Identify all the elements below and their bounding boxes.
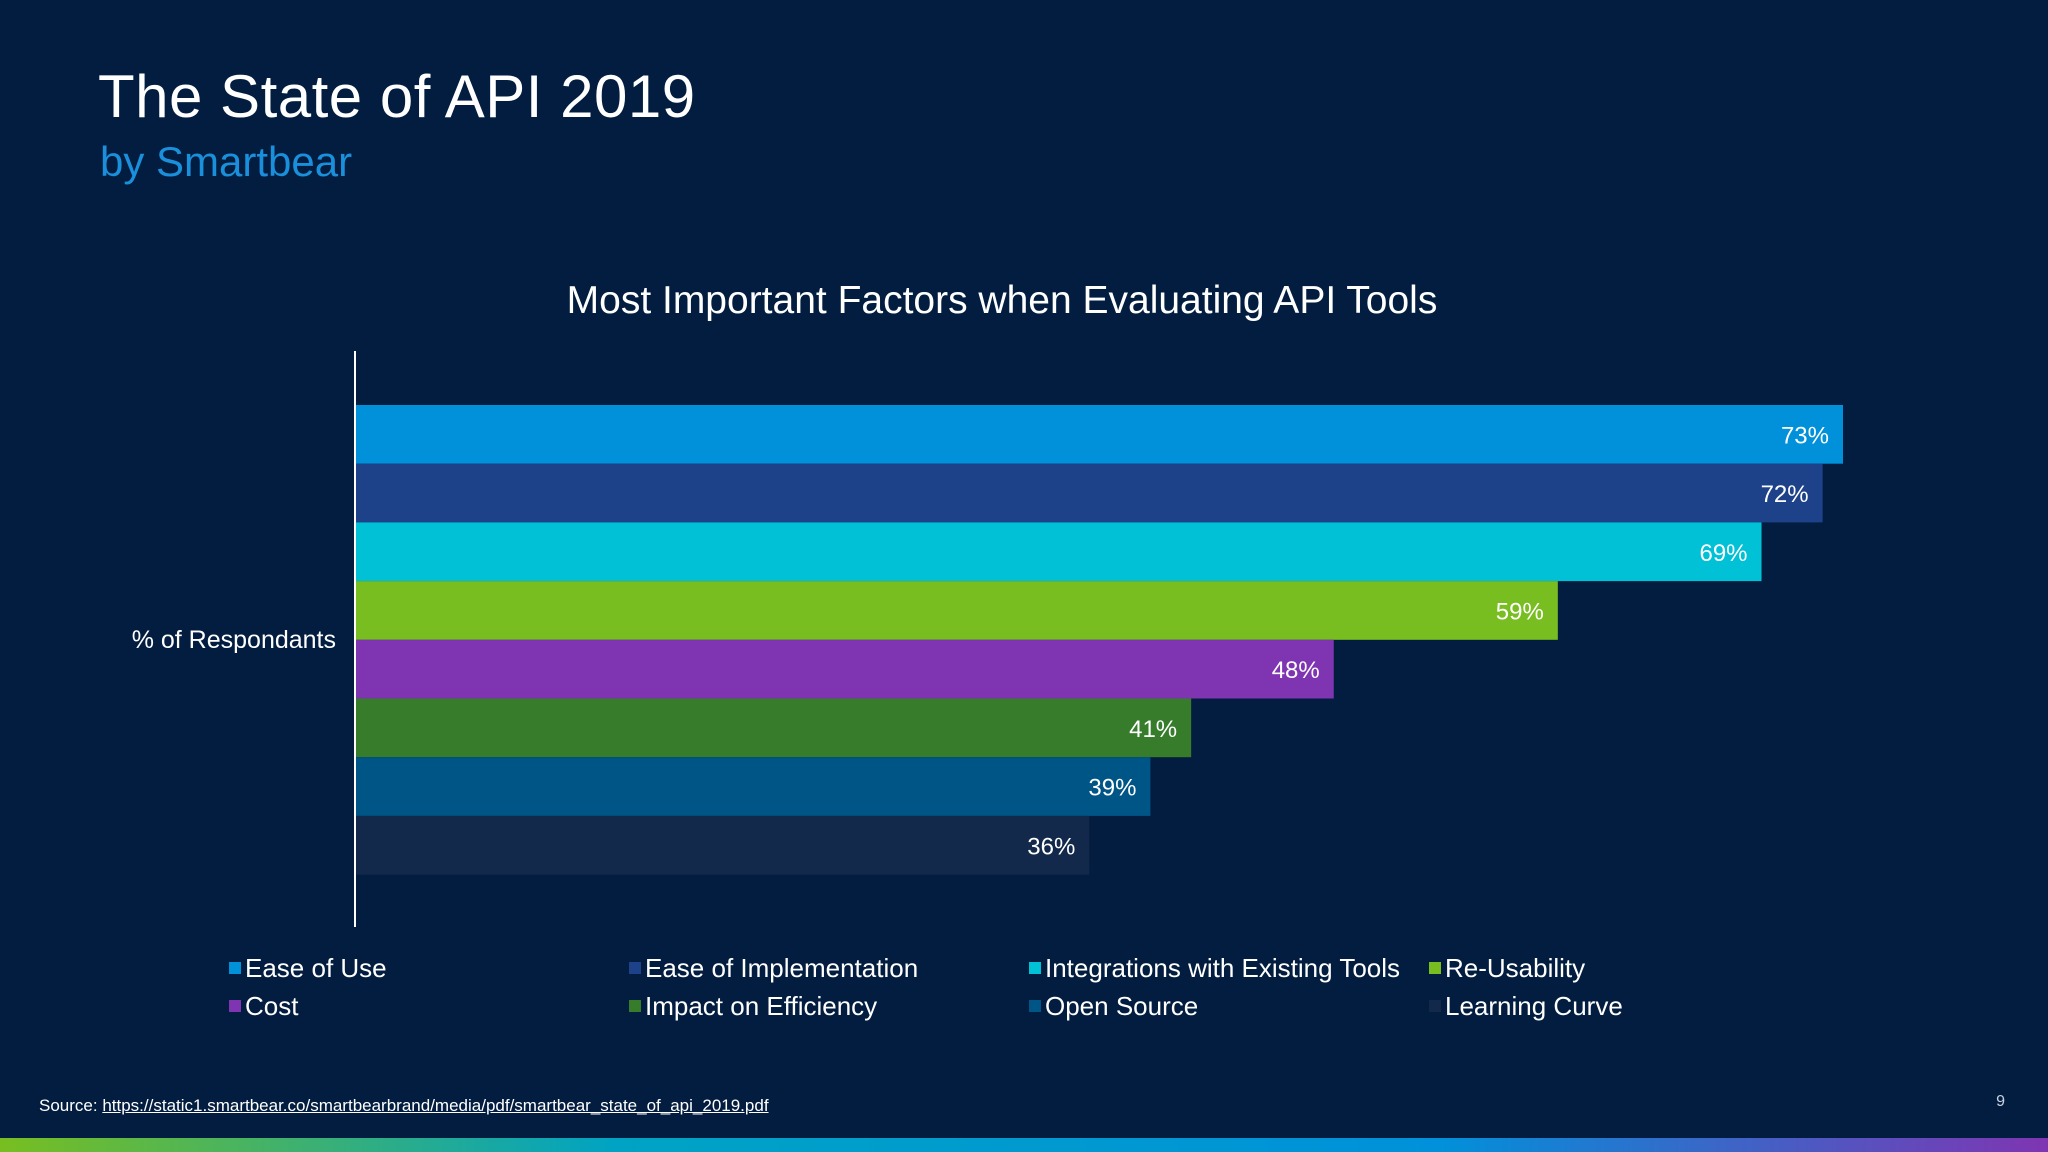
legend-item: Ease of Use	[229, 949, 629, 987]
legend-swatch	[629, 1000, 641, 1012]
source-note: Source: https://static1.smartbear.co/sma…	[39, 1096, 769, 1116]
chart-legend: Ease of Use Ease of Implementation Integra…	[229, 949, 1829, 1025]
data-label: 48%	[1272, 657, 1320, 684]
source-label: Source:	[39, 1096, 98, 1115]
legend-label: Cost	[245, 991, 298, 1022]
data-label: 36%	[1027, 833, 1075, 860]
bar-ease-of-use	[356, 405, 1843, 464]
legend-swatch	[1029, 1000, 1041, 1012]
legend-label: Re-Usability	[1445, 953, 1585, 984]
legend-swatch	[229, 1000, 241, 1012]
legend-label: Impact on Efficiency	[645, 991, 877, 1022]
bar-cost	[356, 640, 1334, 699]
legend-item: Impact on Efficiency	[629, 987, 1029, 1025]
data-label: 73%	[1781, 422, 1829, 449]
bar-integrations-with-existing-tools	[356, 522, 1762, 581]
bar-ease-of-implementation	[356, 464, 1823, 523]
legend-item: Re-Usability	[1429, 949, 1829, 987]
legend-swatch	[229, 962, 241, 974]
bar-learning-curve	[356, 816, 1089, 875]
y-axis-label: % of Respondants	[132, 626, 336, 654]
legend-item: Integrations with Existing Tools	[1029, 949, 1429, 987]
legend-swatch	[629, 962, 641, 974]
brand-gradient-bar	[0, 1138, 2048, 1152]
legend-label: Open Source	[1045, 991, 1198, 1022]
legend-item: Open Source	[1029, 987, 1429, 1025]
legend-item: Learning Curve	[1429, 987, 1829, 1025]
legend-swatch	[1429, 1000, 1441, 1012]
data-label: 69%	[1699, 540, 1747, 567]
source-link[interactable]: https://static1.smartbear.co/smartbearbr…	[102, 1096, 768, 1115]
data-label: 41%	[1129, 716, 1177, 743]
legend-label: Ease of Use	[245, 953, 387, 984]
legend-label: Ease of Implementation	[645, 953, 918, 984]
legend-swatch	[1029, 962, 1041, 974]
data-label: 39%	[1088, 775, 1136, 802]
bar-impact-on-efficiency	[356, 699, 1191, 758]
bar-open-source	[356, 757, 1150, 816]
data-label: 72%	[1761, 481, 1809, 508]
legend-item: Cost	[229, 987, 629, 1025]
legend-label: Learning Curve	[1445, 991, 1623, 1022]
page-number: 9	[1996, 1093, 2005, 1111]
legend-item: Ease of Implementation	[629, 949, 1029, 987]
bar-re-usability	[356, 581, 1558, 640]
data-label: 59%	[1496, 598, 1544, 625]
legend-label: Integrations with Existing Tools	[1045, 953, 1400, 984]
legend-swatch	[1429, 962, 1441, 974]
